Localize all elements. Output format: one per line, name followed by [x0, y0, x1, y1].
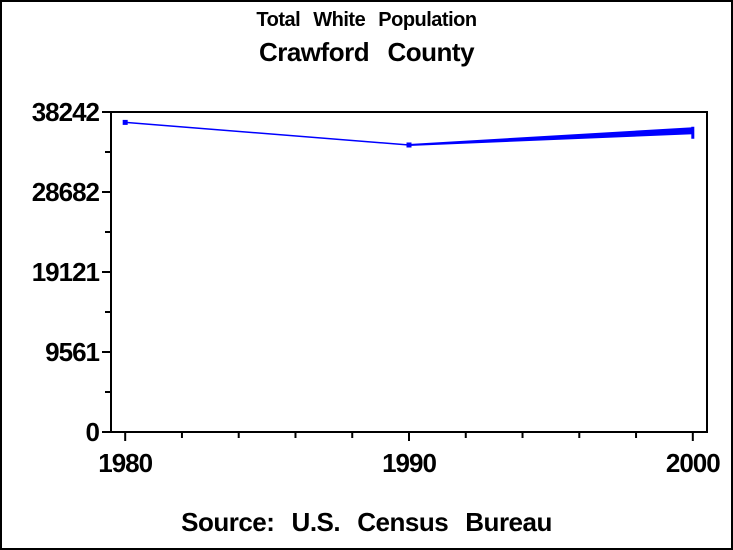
data-point-marker [691, 126, 695, 139]
plot-frame [110, 111, 708, 433]
chart-title: Total White Population [256, 9, 477, 31]
y-tick-label: 0 [85, 417, 100, 447]
x-tick-label: 2000 [665, 448, 721, 478]
y-tick-label: 9561 [45, 336, 100, 367]
series-line-segment-thick [409, 127, 693, 146]
x-tick-label: 1990 [382, 448, 437, 478]
source-footnote: Source: U.S. Census Bureau [181, 507, 552, 537]
data-point-marker [406, 142, 412, 148]
y-tick-label: 38242 [31, 97, 100, 127]
y-tick-label: 19121 [31, 257, 100, 287]
chart-subtitle: Crawford County [258, 37, 475, 67]
data-point-marker [122, 119, 128, 125]
y-tick-label: 28682 [31, 176, 100, 207]
x-tick-label: 1980 [98, 448, 153, 478]
series-line-segment [125, 121, 410, 146]
